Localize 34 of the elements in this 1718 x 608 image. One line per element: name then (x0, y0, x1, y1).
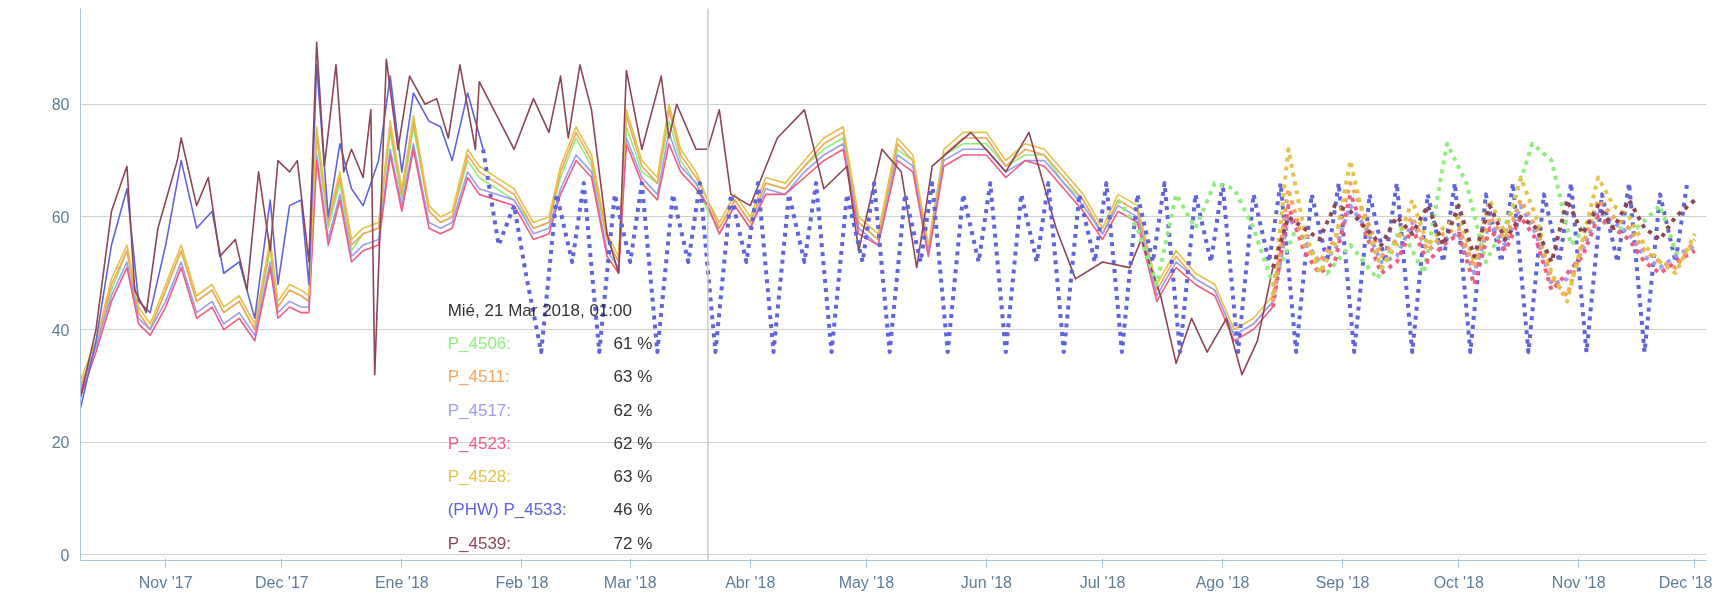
annotation: 62 % (613, 433, 653, 453)
y-tick-label: 0 (60, 546, 70, 564)
annotation: 62 % (613, 400, 653, 420)
x-tick-label: Ago '18 (1195, 573, 1250, 591)
y-tick-label: 60 (51, 208, 70, 226)
annotation: Mié, 21 Mar 2018, 01:00 (447, 300, 632, 320)
x-tick-label: Jul '18 (1079, 573, 1126, 591)
x-tick-label: Jun '18 (960, 573, 1013, 591)
x-tick-label: Feb '18 (495, 573, 549, 591)
x-tick-label: Dec '17 (254, 573, 309, 591)
text: (PHW) P_4533: (447, 500, 567, 520)
x-tick-label: Ene '18 (374, 573, 429, 591)
x-tick-label: Oct '18 (1433, 573, 1484, 591)
annotation: 63 % (613, 367, 653, 387)
text: P_4511: (447, 367, 510, 387)
annotation: 61 % (613, 334, 653, 354)
x-tick-label: Nov '17 (138, 573, 193, 591)
y-tick-label: 20 (51, 434, 70, 452)
x-tick-label: May '18 (838, 573, 895, 591)
x-tick-label: Dec '18 (1658, 573, 1713, 591)
annotation: 63 % (613, 467, 653, 487)
y-tick-label: 80 (51, 96, 70, 114)
x-tick-label: Sep '18 (1315, 573, 1370, 591)
x-tick-label: Abr '18 (725, 573, 776, 591)
text: P_4539: (447, 533, 512, 553)
text: P_4517: (447, 400, 512, 420)
x-tick-label: Nov '18 (1551, 573, 1606, 591)
x-tick-label: Mar '18 (603, 573, 657, 591)
text: P_4506: (447, 334, 512, 354)
text: P_4528: (447, 467, 512, 487)
text: P_4523: (447, 433, 512, 453)
annotation: 72 % (613, 533, 653, 553)
annotation: 46 % (613, 500, 653, 520)
y-tick-label: 40 (51, 321, 70, 339)
